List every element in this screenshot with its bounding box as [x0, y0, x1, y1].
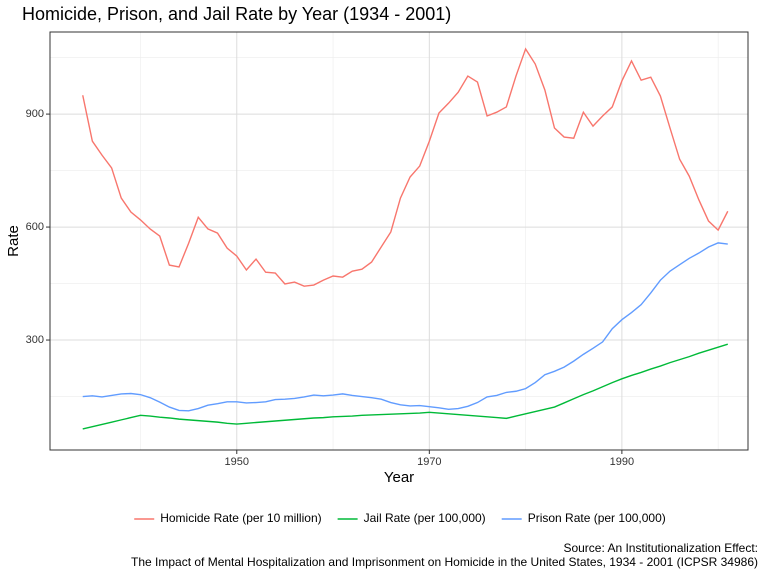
- legend-label: Prison Rate (per 100,000): [528, 511, 666, 525]
- y-tick-label: 900: [26, 108, 44, 120]
- x-axis-title: Year: [384, 469, 414, 486]
- caption: Source: An Institutionalization Effect:: [563, 541, 758, 555]
- caption: The Impact of Mental Hospitalization and…: [131, 555, 758, 569]
- x-tick-label: 1970: [417, 456, 441, 468]
- y-tick-label: 300: [26, 334, 44, 346]
- legend-label: Homicide Rate (per 10 million): [160, 511, 321, 525]
- x-tick-label: 1950: [225, 456, 249, 468]
- chart-title: Homicide, Prison, and Jail Rate by Year …: [22, 4, 451, 24]
- y-axis-title: Rate: [5, 225, 22, 257]
- line: [82, 47, 729, 287]
- legend-label: Jail Rate (per 100,000): [364, 511, 486, 525]
- line: [82, 242, 728, 412]
- x-tick-label: 1990: [610, 456, 634, 468]
- plot-border: [49, 31, 749, 451]
- y-tick-label: 600: [26, 221, 44, 233]
- line: [82, 343, 728, 430]
